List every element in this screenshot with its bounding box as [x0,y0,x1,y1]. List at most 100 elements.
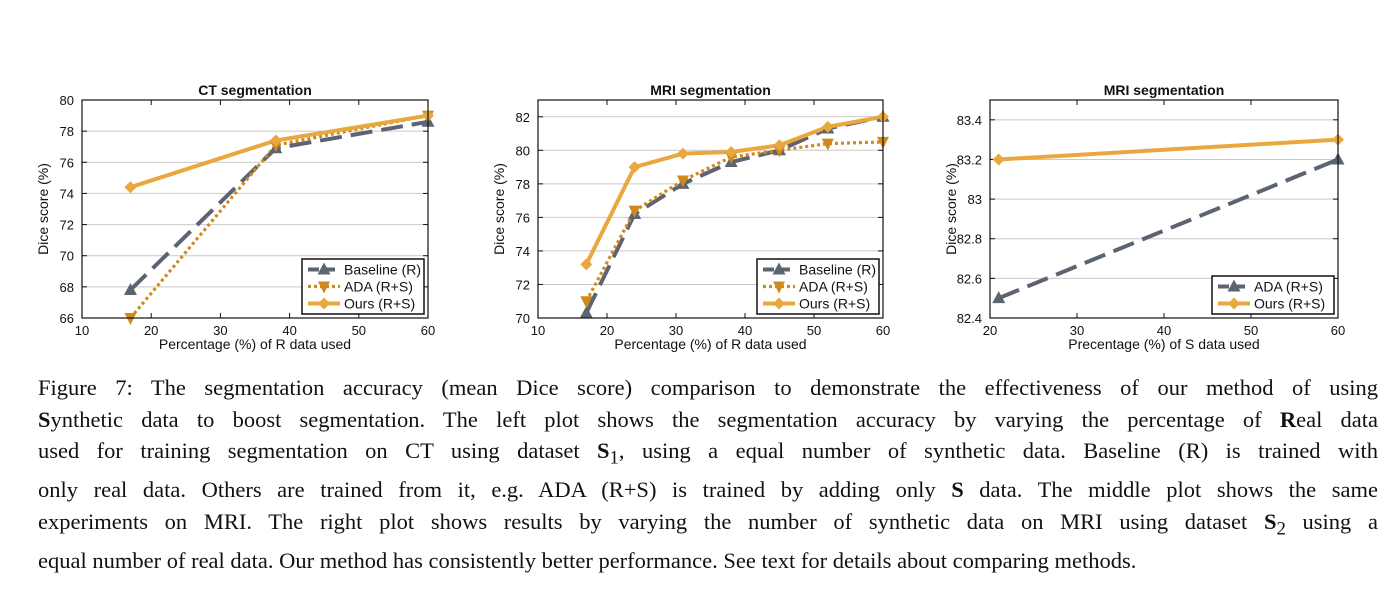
x-tick-label: 10 [75,323,89,338]
legend: ADA (R+S)Ours (R+S) [1211,275,1335,315]
y-axis-label: Dice score (%) [943,163,959,255]
plot-frame [537,99,884,319]
y-tick-label: 82.6 [957,271,982,286]
legend-marker-ada [773,281,785,294]
caption-text: ynthetic data to boost segmentation. The… [50,406,1280,432]
caption-text: Figure 7: The segmentation accuracy (mea… [38,375,1378,400]
legend-label: Ours (R+S) [344,296,415,312]
legend-marker-ours [1228,297,1240,310]
caption-text: , using a equal number of synthetic data… [618,438,1378,463]
caption-line: only real data. Others are trained from … [38,474,1378,506]
y-tick-label: 72 [516,277,530,292]
caption-bold-text: S [951,477,964,502]
data-point-ours [821,120,834,133]
data-point-ada [676,175,689,188]
chart-title: CT segmentation [198,82,312,98]
plot-frame [989,99,1339,319]
legend-label: Baseline (R) [344,262,421,278]
x-tick-label: 60 [1331,323,1345,338]
figure-charts: 66 68 70 72 74 76 78 80 10 20 30 40 50 60 CT segmentat… [35,82,1345,352]
x-tick-label: 30 [1070,323,1084,338]
x-tick-label: 40 [282,323,296,338]
x-tick-label: 50 [1244,323,1258,338]
x-tick-label: 10 [531,323,545,338]
caption-line: equal number of real data. Our method ha… [38,545,1378,577]
caption-text: eal data [1296,406,1378,432]
data-point-ours [992,153,1005,166]
y-tick-label: 66 [60,311,74,326]
x-tick-label: 20 [983,323,997,338]
legend-label: ADA (R+S) [799,279,868,295]
legend-label: ADA (R+S) [1254,279,1323,295]
y-tick-label: 74 [516,244,530,259]
caption-text: data. The middle plot shows the same [963,477,1378,502]
data-point-ada [580,296,593,309]
caption-bold-text: R [1279,406,1297,432]
x-tick-label: 60 [421,323,435,338]
legend-marker-ada [318,281,330,294]
figure: 66 68 70 72 74 76 78 80 10 20 30 40 50 60 CT segmentat… [35,82,1345,352]
y-tick-label: 83.2 [957,152,982,167]
y-axis-label: Dice score (%) [491,163,507,255]
data-point-baseline [123,282,137,295]
y-tick-label: 80 [516,143,530,158]
legend-label: Ours (R+S) [1254,296,1325,312]
y-tick-label: 78 [516,177,530,192]
y-tick-label: 80 [60,93,74,108]
caption-bold-text: S [38,406,51,432]
data-point-ada [821,138,834,151]
y-tick-label: 72 [60,218,74,233]
data-point-ada [725,152,738,165]
legend: Baseline (R)ADA (R+S)Ours (R+S) [756,258,880,315]
caption-line: Synthetic data to boost segmentation. Th… [38,404,1378,436]
y-tick-label: 82.8 [957,232,982,247]
chart-1: 66 68 70 72 74 76 78 80 10 20 30 40 50 60 CT segmentat… [35,82,435,352]
y-tick-label: 76 [60,155,74,170]
data-point-baseline [992,291,1006,304]
legend-label: ADA (R+S) [344,279,413,295]
caption-line: used for training segmentation on CT usi… [38,435,1378,474]
series-line-ours [998,137,1339,162]
data-point-ours [580,258,593,271]
legend-label: Ours (R+S) [799,296,870,312]
y-tick-label: 78 [60,124,74,139]
caption-subscript: 2 [1276,518,1286,539]
legend-marker-ours [318,297,330,310]
legend-label: Baseline (R) [799,262,876,278]
x-tick-label: 20 [600,323,614,338]
x-axis-label: Percentage (%) of R data used [614,336,806,352]
y-tick-label: 82.4 [957,311,982,326]
legend: Baseline (R)ADA (R+S)Ours (R+S) [301,258,425,315]
data-point-ada [773,145,786,158]
caption-text: experiments on MRI. The right plot shows… [38,508,1264,534]
data-point-ada [628,205,641,218]
x-tick-label: 30 [213,323,227,338]
chart-title: MRI segmentation [650,82,771,98]
x-tick-label: 40 [738,323,752,338]
y-tick-label: 70 [516,311,530,326]
y-tick-label: 83 [968,192,982,207]
x-tick-label: 30 [669,323,683,338]
y-tick-label: 70 [60,249,74,264]
x-tick-label: 20 [144,323,158,338]
plot-frame [81,99,429,319]
caption-line: experiments on MRI. The right plot shows… [38,506,1378,545]
chart-title: MRI segmentation [1104,82,1225,98]
data-point-ours [773,139,786,152]
x-tick-label: 50 [807,323,821,338]
caption-bold-text: S [1263,508,1277,534]
y-tick-label: 74 [60,186,74,201]
legend-marker-ours [773,297,785,310]
y-axis-label: Dice score (%) [35,163,51,255]
caption-line: Figure 7: The segmentation accuracy (mea… [38,372,1378,404]
chart-2: 70 72 74 76 78 80 82 10 20 30 40 50 60 MRI segmentati… [491,82,890,352]
y-tick-label: 83.4 [957,113,982,128]
data-point-ours [628,161,641,174]
data-point-ours [124,181,137,194]
data-point-ours [269,134,282,147]
legend-marker-baseline [1227,279,1241,292]
data-point-ada [124,313,137,325]
x-tick-label: 50 [352,323,366,338]
chart-3: 82.4 82.6 82.8 83 83.2 83.4 20 30 40 50 60 MRI segm… [943,82,1345,352]
legend-marker-baseline [772,262,786,275]
